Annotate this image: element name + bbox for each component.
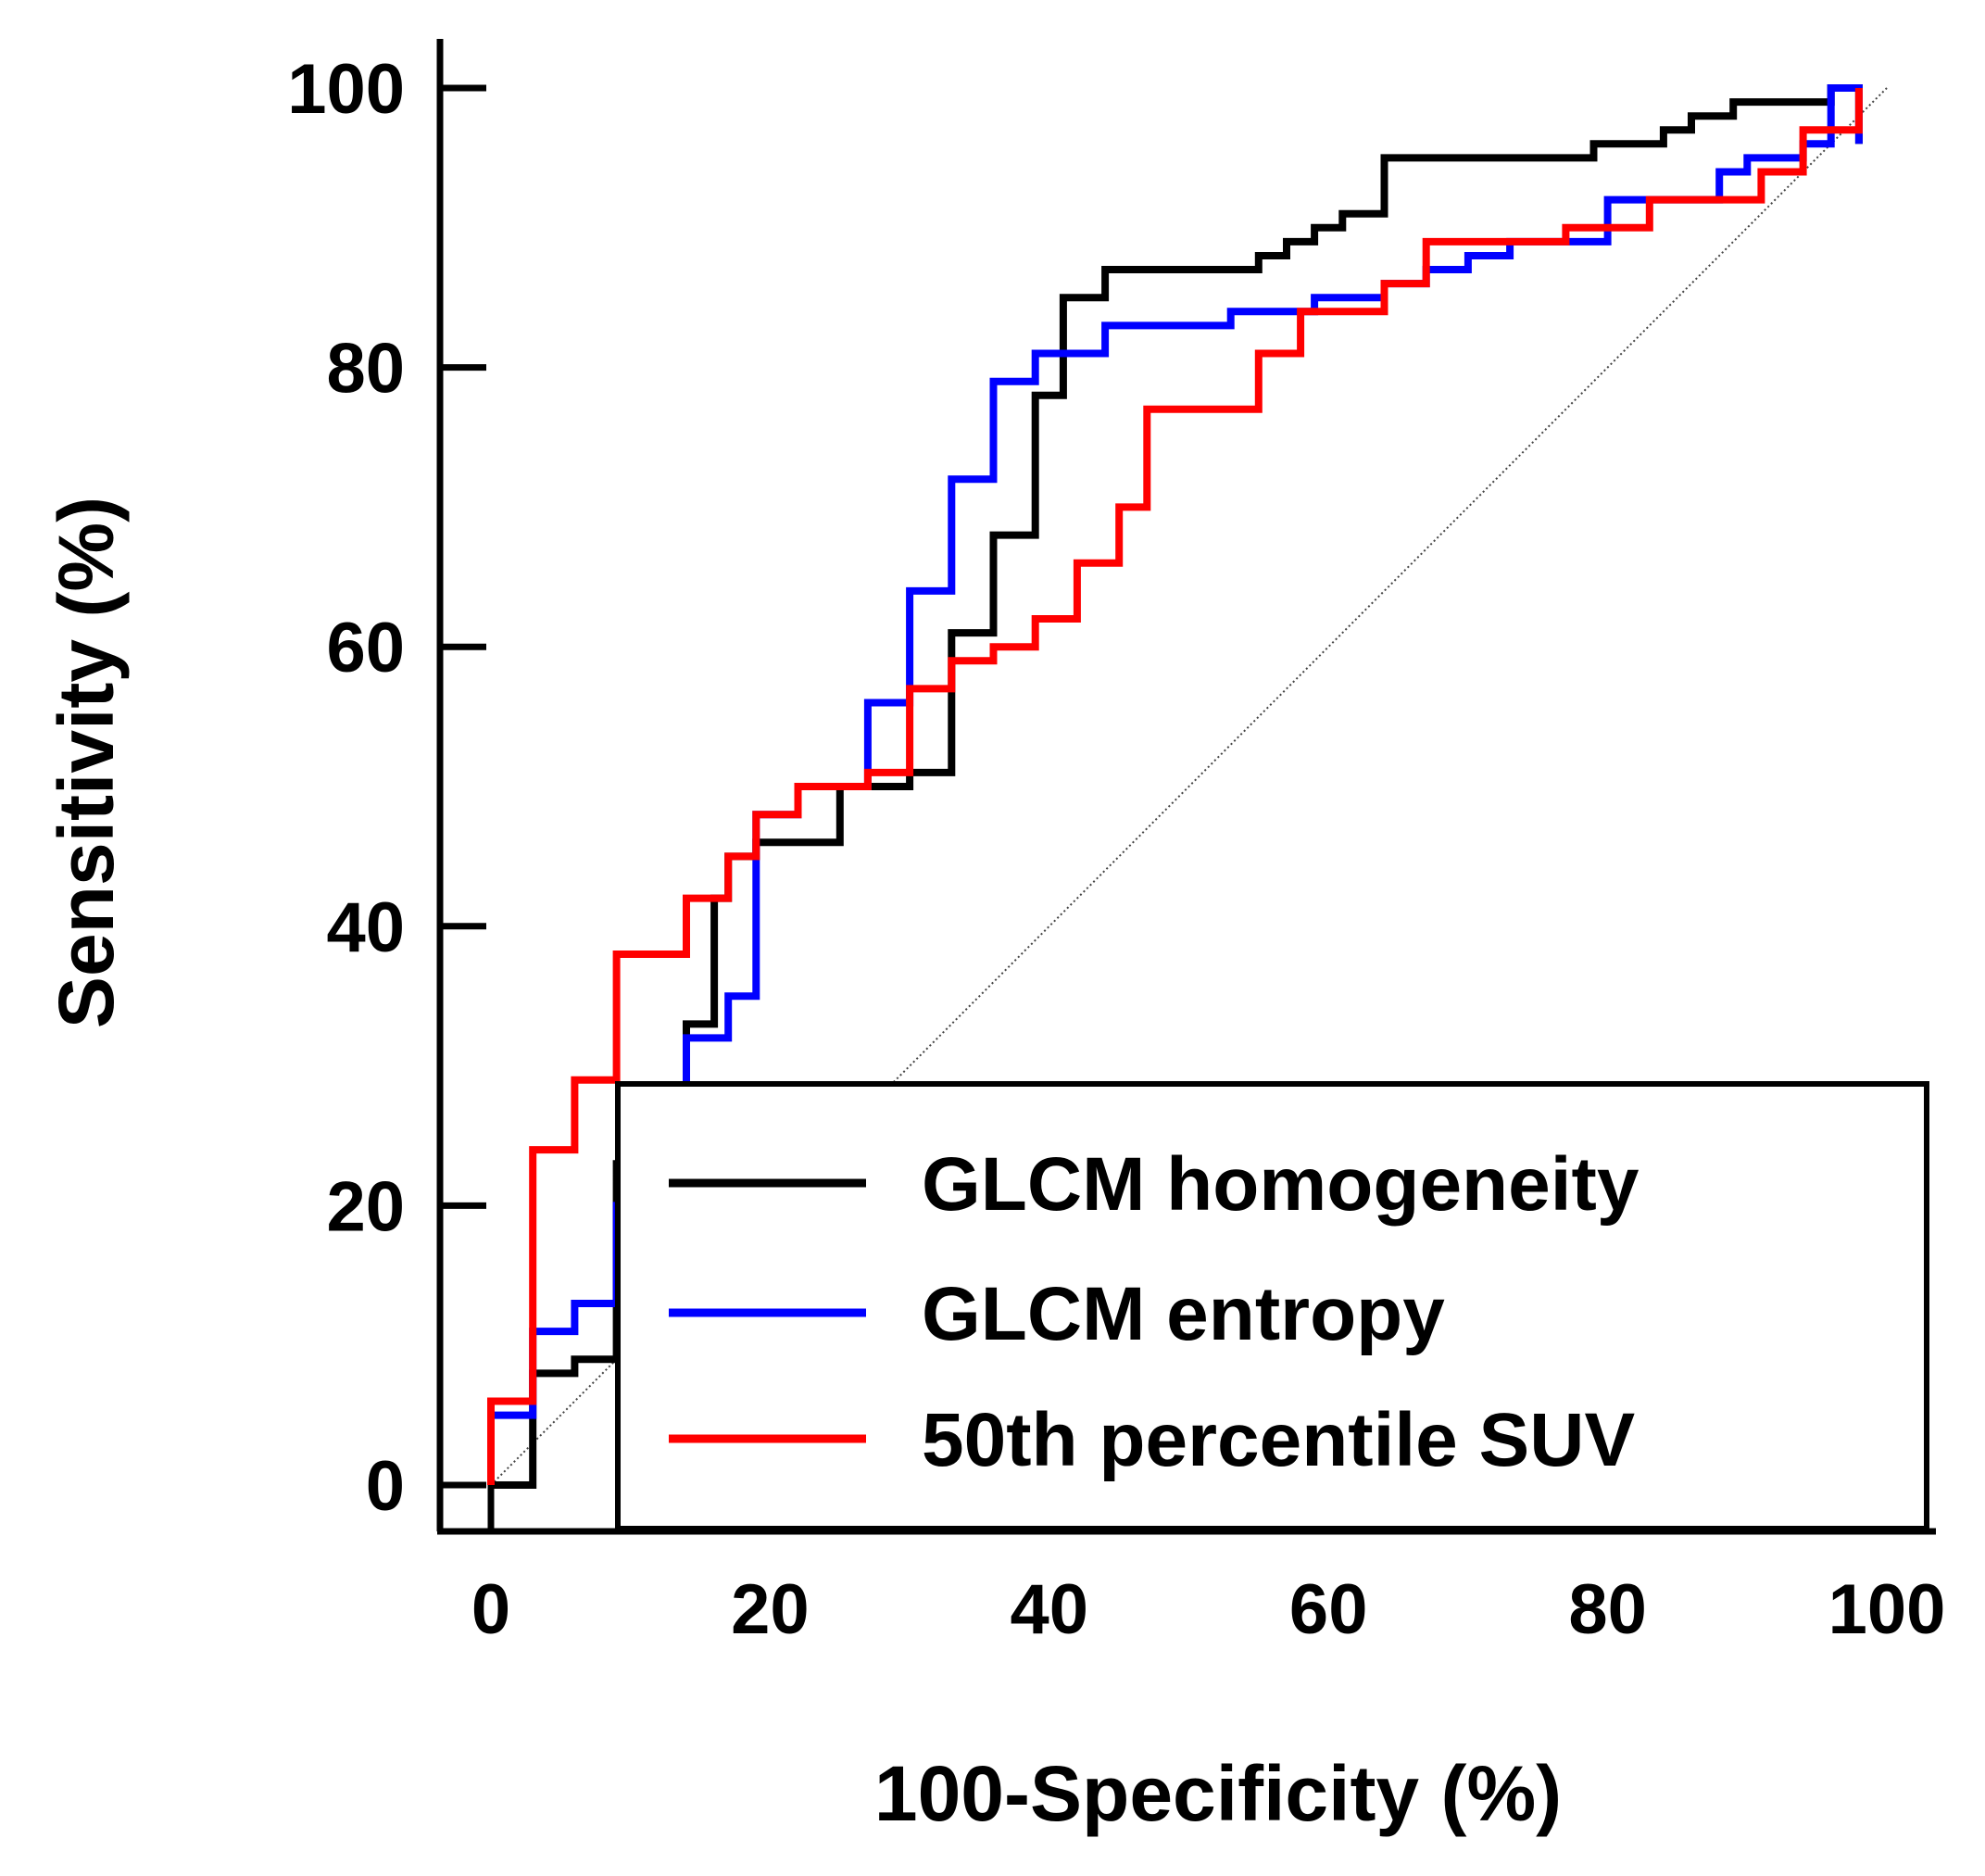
legend-label: GLCM homogeneity (922, 1142, 1640, 1227)
x-tick-label: 60 (1289, 1570, 1368, 1649)
series-line-3 (487, 88, 1863, 1485)
y-tick-label: 80 (326, 330, 405, 409)
x-tick-label: 40 (1011, 1570, 1089, 1649)
x-tick-label: 80 (1568, 1570, 1647, 1649)
legend-box (615, 1081, 1929, 1531)
legend: GLCM homogeneity GLCM entropy 50th percent… (615, 1081, 1929, 1531)
x-tick-label: 100 (1828, 1570, 1946, 1649)
y-axis-title: Sensitivity (%) (43, 497, 130, 1028)
x-tick-label: 20 (731, 1570, 810, 1649)
y-tick-label: 0 (366, 1447, 405, 1526)
y-tick-label: 60 (326, 609, 405, 687)
y-tick-label: 100 (287, 50, 405, 129)
legend-label: GLCM entropy (922, 1272, 1445, 1356)
y-tick-label: 20 (326, 1167, 405, 1246)
legend-label: 50th percentile SUV (922, 1398, 1635, 1482)
x-axis-title: 100-Specificity (%) (874, 1750, 1562, 1837)
x-tick-label: 0 (471, 1570, 510, 1649)
y-tick-label: 40 (326, 888, 405, 967)
